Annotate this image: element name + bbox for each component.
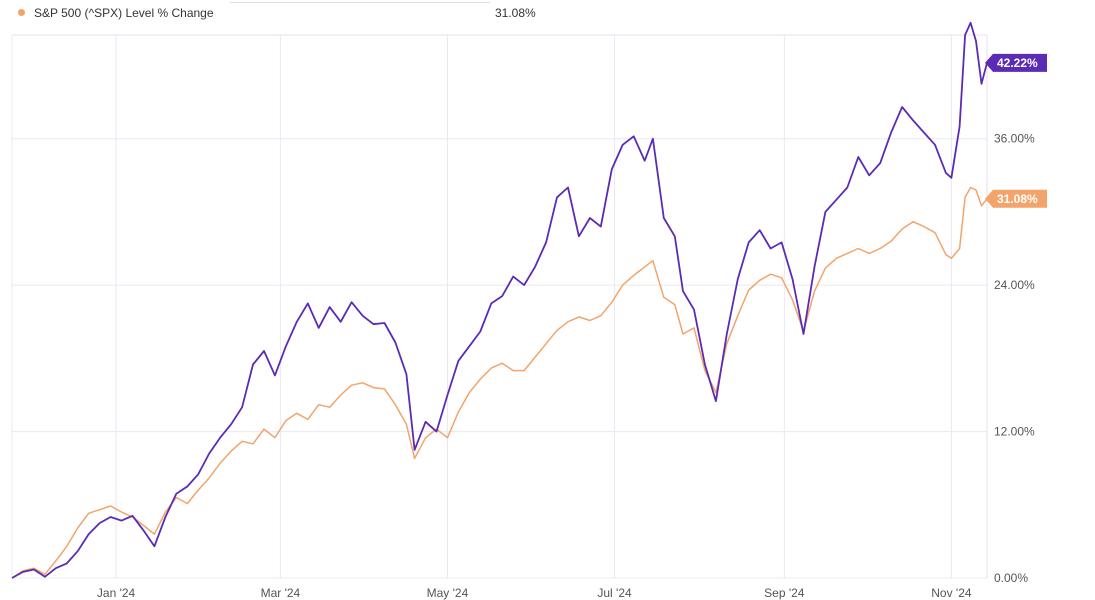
legend-value: 31.08%	[495, 6, 536, 20]
y-tick-label: 36.00%	[994, 132, 1035, 146]
x-tick-label: Sep '24	[764, 586, 805, 600]
legend: S&P 500 (^SPX) Level % Change 31.08%	[0, 0, 1095, 28]
legend-swatch	[18, 9, 25, 17]
x-tick-label: May '24	[427, 586, 469, 600]
end-label-text-0: 42.22%	[997, 56, 1038, 70]
grid	[11, 34, 988, 579]
legend-label: S&P 500 (^SPX) Level % Change	[34, 6, 214, 20]
x-tick-label: Jul '24	[597, 586, 632, 600]
y-tick-label: 0.00%	[994, 571, 1028, 585]
series-line-0	[11, 21, 988, 579]
legend-cutoff-line	[230, 0, 490, 3]
end-label-badge-1	[985, 189, 1047, 208]
end-label-badge-0	[985, 53, 1047, 72]
y-tick-label: 24.00%	[994, 278, 1035, 292]
legend-entry-spx: S&P 500 (^SPX) Level % Change	[18, 6, 214, 20]
y-tick-label: 12.00%	[994, 425, 1035, 439]
end-label-text-1: 31.08%	[997, 192, 1038, 206]
end-labels: 42.22% 31.08%	[985, 53, 1047, 208]
series-lines	[11, 21, 988, 579]
x-tick-label: Jan '24	[97, 586, 136, 600]
series-line-1	[11, 186, 988, 579]
x-tick-label: Mar '24	[261, 586, 301, 600]
axes: 0.00% 12.00% 24.00% 36.00% Jan '24 Mar '24 May…	[97, 132, 1035, 600]
x-tick-label: Nov '24	[931, 586, 972, 600]
